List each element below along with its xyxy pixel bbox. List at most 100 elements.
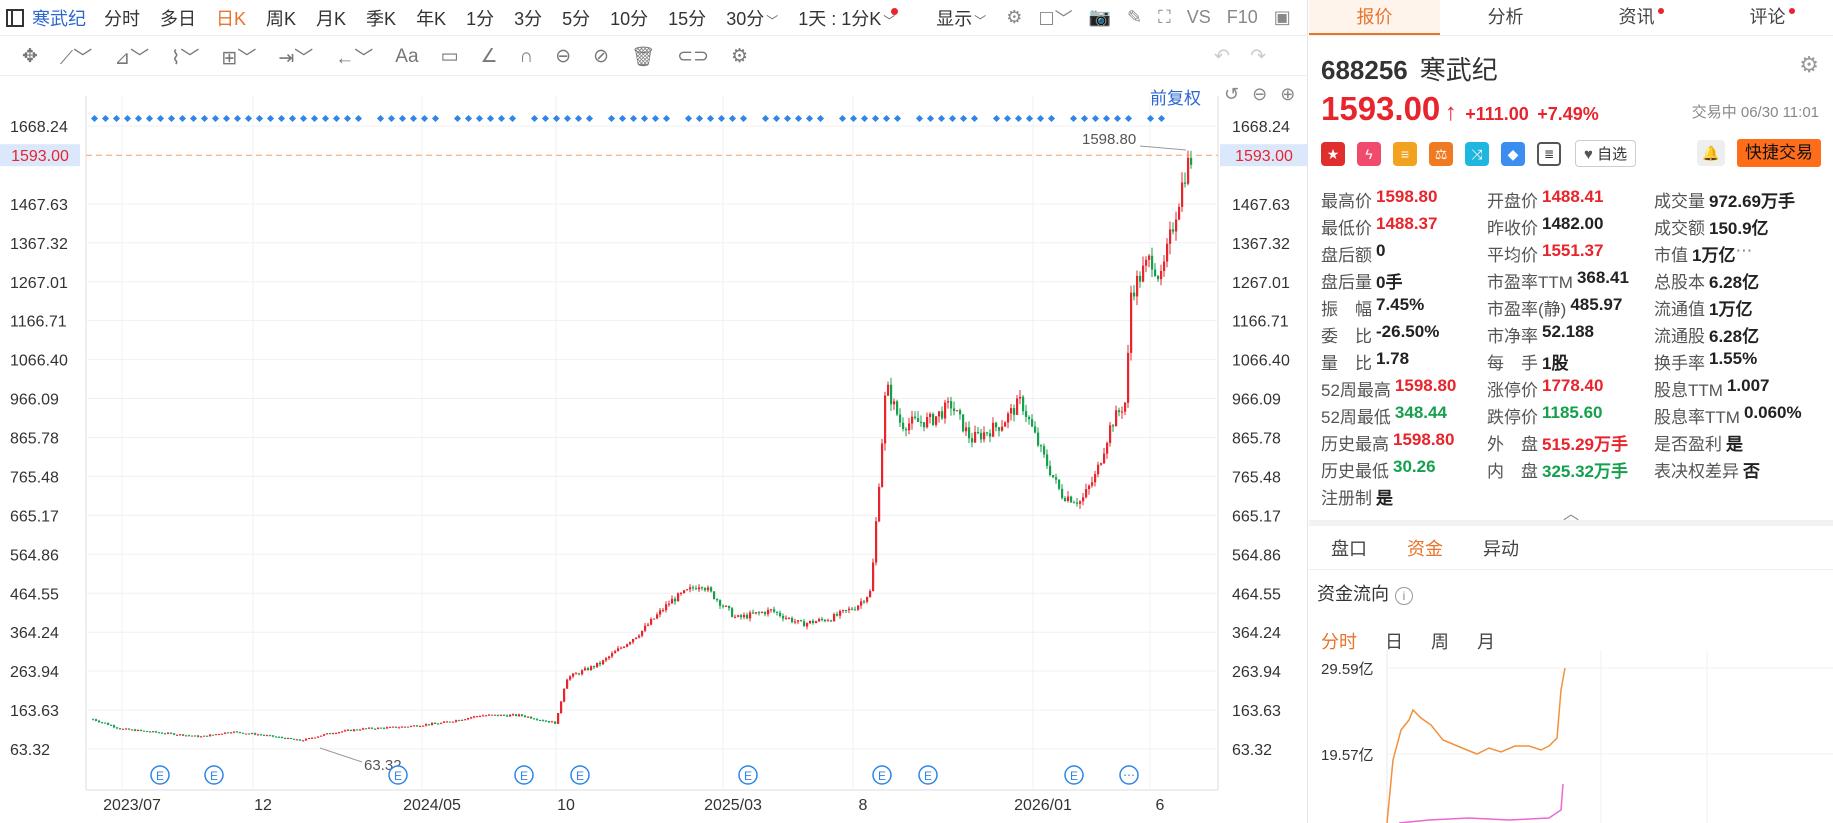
one-day-select[interactable]: 1天 : 1分K ﹀ bbox=[798, 5, 902, 31]
period-quarterly[interactable]: 季K bbox=[366, 8, 397, 29]
tab-news[interactable]: 资讯 bbox=[1571, 0, 1702, 35]
vs-button[interactable]: VS bbox=[1186, 7, 1211, 27]
period-3min[interactable]: 3分 bbox=[514, 8, 543, 29]
tab-capital[interactable]: 资金 bbox=[1407, 538, 1443, 559]
stat-item: 市值 1万亿 ⋯ bbox=[1654, 241, 1752, 266]
candle-body bbox=[299, 739, 302, 741]
period-10min[interactable]: 10分 bbox=[610, 8, 649, 29]
link-icon[interactable]: ⊂⊃ bbox=[677, 46, 710, 67]
coin-stack-icon[interactable]: ≡ bbox=[1393, 141, 1417, 166]
display-select[interactable]: 显示 ﹀ bbox=[936, 5, 986, 31]
gear-icon[interactable]: ⚙ bbox=[1799, 52, 1819, 77]
event-badge-label: E bbox=[744, 769, 752, 783]
tab-movements[interactable]: 异动 bbox=[1483, 538, 1519, 559]
ray-tool-icon[interactable]: ∠ bbox=[480, 46, 498, 67]
candle-body bbox=[335, 732, 338, 734]
period-minute-select[interactable]: 30分 ﹀ bbox=[726, 5, 778, 31]
comment-tool-icon[interactable]: ▭ bbox=[440, 46, 459, 67]
event-marker bbox=[1025, 114, 1034, 123]
event-marker bbox=[838, 114, 847, 123]
redo-icon[interactable]: ↷ bbox=[1250, 46, 1266, 67]
candle-body bbox=[596, 662, 599, 668]
event-marker bbox=[321, 114, 330, 123]
period-intraday[interactable]: 分时 bbox=[104, 8, 140, 29]
document-icon[interactable]: ≣ bbox=[1537, 141, 1561, 166]
period-monthly[interactable]: 月K bbox=[316, 8, 347, 29]
candle-body bbox=[1187, 157, 1190, 184]
period-daily[interactable]: 日K bbox=[216, 8, 247, 29]
candle-body bbox=[884, 395, 887, 444]
square-select-icon[interactable]: ☐﹀ bbox=[1038, 8, 1073, 29]
text-tool-icon[interactable]: Aa bbox=[395, 45, 419, 67]
info-icon[interactable]: i bbox=[1395, 587, 1413, 605]
measure-tool-icon[interactable]: ⇥﹀ bbox=[278, 48, 314, 69]
reset-icon[interactable]: ↺ bbox=[1224, 84, 1240, 104]
period-5min[interactable]: 5分 bbox=[562, 8, 591, 29]
candle-body bbox=[179, 734, 182, 736]
candle-body bbox=[851, 608, 854, 610]
stat-value: 1482.00 bbox=[1542, 214, 1604, 233]
candle-body bbox=[1076, 502, 1079, 504]
fib-tool-icon[interactable]: ⊞﹀ bbox=[221, 48, 257, 69]
stat-label: 市盈率(静) bbox=[1487, 300, 1567, 319]
tab-quote[interactable]: 报价 bbox=[1309, 0, 1440, 35]
candle-body bbox=[848, 608, 851, 611]
price-axis-label: 263.94 bbox=[10, 664, 59, 681]
adjust-restore-button[interactable]: 前复权 bbox=[1150, 89, 1201, 108]
tag-icon[interactable]: ◆ bbox=[1501, 141, 1525, 166]
candle-body bbox=[974, 432, 977, 443]
candle-body bbox=[92, 719, 95, 721]
zoom-in-icon[interactable]: ⊕ bbox=[1280, 84, 1296, 104]
candle-body bbox=[350, 729, 353, 731]
shuffle-icon[interactable]: ⤨ bbox=[1465, 141, 1489, 166]
line-tool-icon[interactable]: ⟋﹀ bbox=[59, 48, 93, 69]
eye-icon[interactable]: ⊖ bbox=[555, 46, 572, 67]
symbol-name[interactable]: 寒武纪 bbox=[32, 8, 86, 29]
stat-label: 每 手 bbox=[1487, 354, 1538, 373]
fullscreen-icon[interactable]: ⛶ bbox=[1158, 7, 1171, 27]
layout-icon[interactable] bbox=[6, 8, 24, 27]
bell-icon[interactable]: 🔔 bbox=[1697, 140, 1725, 166]
period-1min[interactable]: 1分 bbox=[466, 8, 495, 29]
period-weekly[interactable]: 周K bbox=[266, 8, 297, 29]
zoom-out-icon[interactable]: ⊖ bbox=[1252, 84, 1268, 104]
price-axis-label: 765.48 bbox=[10, 469, 59, 486]
f10-button[interactable]: F10 bbox=[1226, 7, 1258, 27]
kline-chart[interactable]: 1668.24 1668.24 1467.63 1467.63 1367.32 1367.… bbox=[0, 0, 1308, 823]
arrow-tool-icon[interactable]: ←﹀ bbox=[335, 48, 374, 69]
settings-icon[interactable]: ⚙ bbox=[731, 46, 749, 67]
event-marker bbox=[541, 114, 550, 123]
scale-icon[interactable]: ⚖ bbox=[1429, 141, 1453, 166]
magnet-icon[interactable]: ∩ bbox=[519, 45, 534, 67]
tab-comments[interactable]: 评论 bbox=[1702, 0, 1833, 35]
channel-tool-icon[interactable]: ⊿﹀ bbox=[114, 48, 150, 69]
hide-icon[interactable]: ⊘ bbox=[593, 46, 610, 67]
trash-icon[interactable]: 🗑 bbox=[631, 46, 656, 68]
stat-item: 市盈率TTM 368.41 bbox=[1487, 268, 1654, 293]
more-icon[interactable]: ⋯ bbox=[1735, 241, 1753, 260]
gear-icon[interactable]: ⚙ bbox=[1006, 7, 1023, 27]
china-flag-icon[interactable]: ★ bbox=[1321, 141, 1345, 166]
period-yearly[interactable]: 年K bbox=[416, 8, 447, 29]
collapse-up-icon[interactable]: ︿ bbox=[1563, 506, 1580, 523]
sidebar-toggle-icon[interactable]: ▣ bbox=[1273, 7, 1291, 27]
range-intraday[interactable]: 分时 bbox=[1321, 632, 1357, 652]
undo-icon[interactable]: ↶ bbox=[1214, 46, 1230, 67]
wave-tool-icon[interactable]: ⌇﹀ bbox=[171, 48, 200, 69]
tab-analysis[interactable]: 分析 bbox=[1440, 0, 1571, 35]
move-icon[interactable]: ✥ bbox=[22, 46, 38, 67]
range-week[interactable]: 周 bbox=[1431, 632, 1449, 652]
pencil-icon[interactable]: ✎ bbox=[1127, 7, 1143, 27]
camera-icon[interactable]: 📷 bbox=[1088, 7, 1111, 27]
range-month[interactable]: 月 bbox=[1477, 632, 1495, 652]
lightning-icon[interactable]: ϟ bbox=[1357, 141, 1381, 166]
stats-row: 盘后量 0手 市盈率TTM 368.41 总股本 6.28亿 bbox=[1321, 267, 1826, 294]
quick-trade-button[interactable]: 快捷交易 bbox=[1737, 139, 1821, 167]
candle-body bbox=[959, 410, 962, 415]
period-15min[interactable]: 15分 bbox=[668, 8, 707, 29]
period-multiday[interactable]: 多日 bbox=[160, 8, 196, 29]
tab-order-book[interactable]: 盘口 bbox=[1331, 538, 1367, 559]
range-day[interactable]: 日 bbox=[1385, 632, 1403, 652]
add-favorite-button[interactable]: ♥ 自选 bbox=[1575, 140, 1637, 167]
event-badge bbox=[514, 765, 534, 785]
